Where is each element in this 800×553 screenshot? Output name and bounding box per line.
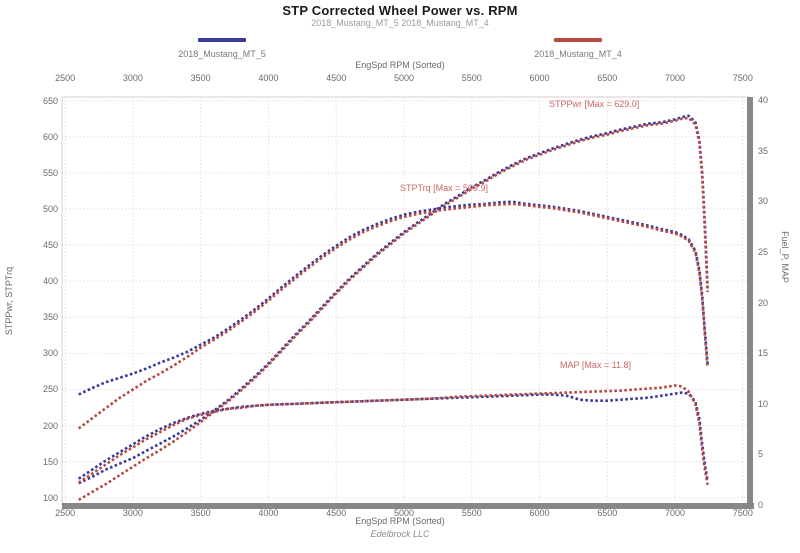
legend-label-run5: 2018_Mustang_MT_5 (178, 49, 266, 59)
series-left (78, 114, 709, 485)
y-tick-label-left: 150 (42, 456, 58, 467)
y-tick-label-left: 500 (42, 203, 58, 214)
x-tick-label-bottom: 5500 (461, 508, 482, 518)
x-tick-label-top: 6500 (597, 73, 618, 83)
x-tick-label-bottom: 7500 (732, 508, 753, 518)
x-tick-label-top: 4500 (326, 73, 347, 83)
x-tick-label-bottom: 5000 (393, 508, 414, 518)
annotation-map-max: MAP [Max = 11.8] (560, 360, 631, 370)
y-tick-label-left: 450 (42, 240, 58, 251)
y-tick-label-right: 15 (758, 348, 769, 359)
y-tick-label-right: 0 (758, 500, 764, 510)
annotation-power-max: STPPwr [Max = 629.0] (549, 99, 640, 109)
y-tick-label-left: 100 (42, 492, 58, 503)
left-axis-label: STPPwr, STPTrq (4, 266, 14, 336)
y-tick-label-right: 20 (758, 297, 769, 308)
chart-title: STP Corrected Wheel Power vs. RPM (282, 3, 518, 18)
y-tick-label-left: 400 (42, 276, 58, 287)
x-tick-label-top: 7000 (665, 73, 686, 83)
y-tick-label-left: 200 (42, 420, 58, 431)
x-tick-label-top: 4000 (258, 73, 279, 83)
right-spine (747, 97, 753, 509)
x-tick-label-top: 7500 (732, 73, 753, 83)
x-tick-label-top: 6000 (529, 73, 550, 83)
x-tick-label-top: 3000 (122, 73, 143, 83)
y-tick-label-left: 600 (42, 131, 58, 142)
x-tick-label-bottom: 6000 (529, 508, 550, 518)
y-tick-label-right: 25 (758, 246, 769, 257)
chart-subtitle: 2018_Mustang_MT_5 2018_Mustang_MT_4 (311, 18, 489, 28)
x-tick-label-bottom: 7000 (665, 508, 686, 518)
legend-swatch-red (554, 38, 602, 42)
legend-item-run5: 2018_Mustang_MT_5 (142, 38, 302, 62)
series-left (78, 116, 709, 502)
x-tick-label-bottom: 3000 (122, 508, 143, 518)
y-tick-label-left: 250 (42, 384, 58, 395)
x-tick-label-bottom: 4000 (258, 508, 279, 518)
annotation-torque-max: STPTrq [Max = 509.9] (400, 183, 488, 193)
y-tick-label-left: 550 (42, 167, 58, 178)
bottom-spine (62, 503, 754, 509)
bottom-axis-label: EngSpd RPM (Sorted) (355, 516, 445, 526)
x-tick-label-top: 2500 (55, 73, 76, 83)
y-tick-label-right: 5 (758, 449, 764, 460)
y-tick-label-right: 35 (758, 145, 769, 156)
y-tick-label-left: 650 (42, 95, 58, 106)
x-tick-label-bottom: 4500 (326, 508, 347, 518)
legend-swatch-blue (198, 38, 246, 42)
x-tick-label-top: 5000 (393, 73, 414, 83)
y-tick-label-left: 300 (42, 348, 58, 359)
x-tick-label-bottom: 6500 (597, 508, 618, 518)
x-tick-label-top: 3500 (190, 73, 211, 83)
series-right (77, 391, 709, 481)
y-tick-label-left: 350 (42, 312, 58, 323)
top-axis-label: EngSpd RPM (Sorted) (355, 60, 445, 70)
x-tick-label-bottom: 3500 (190, 508, 211, 518)
series-left (77, 202, 709, 430)
x-tick-label-bottom: 2500 (55, 508, 76, 518)
y-tick-label-right: 40 (758, 95, 769, 106)
series-left (78, 200, 709, 396)
legend-item-run4: 2018_Mustang_MT_4 (498, 38, 658, 62)
y-tick-label-right: 10 (758, 398, 769, 409)
series-right (77, 384, 709, 486)
legend-label-run4: 2018_Mustang_MT_4 (534, 49, 622, 59)
footer-credit: Edelbrock LLC (370, 529, 430, 539)
y-tick-label-right: 30 (758, 196, 769, 207)
right-axis-label: Fuel_P, MAP (780, 231, 790, 283)
x-tick-label-top: 5500 (461, 73, 482, 83)
